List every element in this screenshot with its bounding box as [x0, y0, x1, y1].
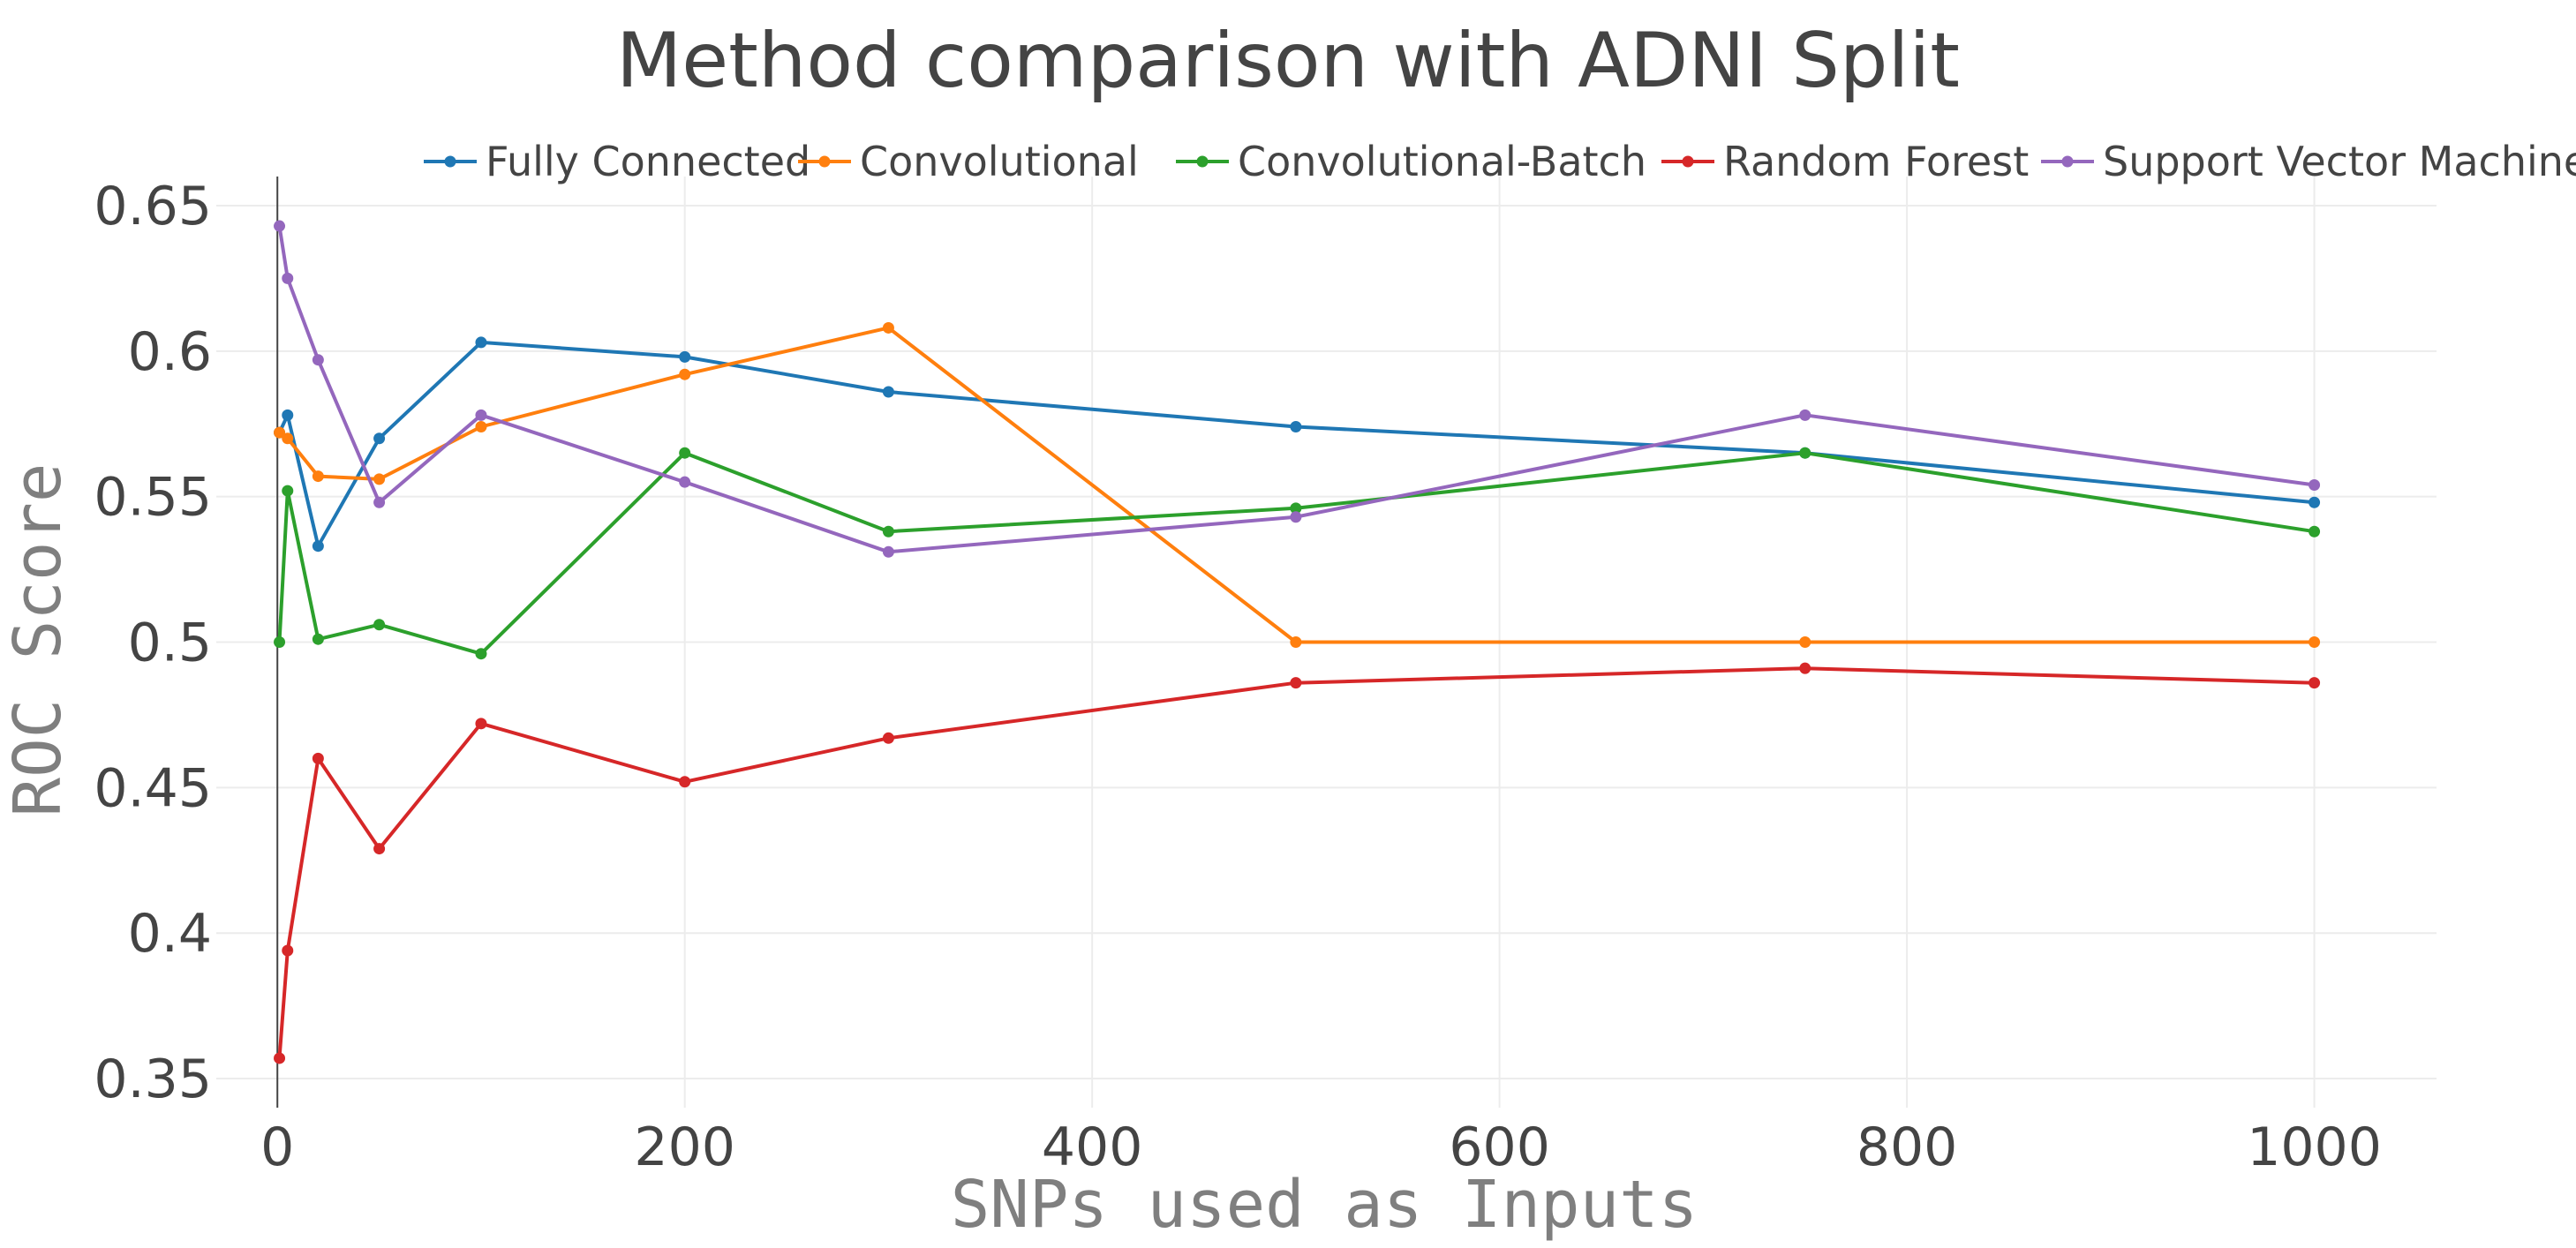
series-2: [274, 321, 2321, 648]
series-4: [274, 662, 2321, 1064]
data-point[interactable]: [312, 752, 324, 764]
data-point[interactable]: [475, 718, 487, 730]
y-axis-title: ROC Score: [0, 463, 76, 817]
x-tick-label: 600: [1449, 1116, 1550, 1178]
legend-marker: [2061, 155, 2074, 168]
legend-label: Fully Connected: [486, 138, 810, 185]
legend-item[interactable]: Support Vector Machine: [2041, 138, 2576, 185]
data-point[interactable]: [679, 447, 691, 459]
y-tick-label: 0.4: [128, 903, 212, 965]
data-point[interactable]: [274, 426, 286, 439]
y-tick-label: 0.5: [128, 613, 212, 674]
data-point[interactable]: [1290, 502, 1302, 515]
legend-marker: [1196, 155, 1209, 168]
data-point[interactable]: [679, 476, 691, 488]
y-tick-label: 0.55: [94, 467, 212, 529]
y-tick-label: 0.6: [128, 321, 212, 383]
data-point[interactable]: [282, 944, 294, 957]
legend-label: Random Forest: [1723, 138, 2029, 185]
series-line: [277, 666, 2315, 1059]
data-point[interactable]: [373, 843, 386, 855]
data-point[interactable]: [312, 470, 324, 483]
plot-area: [274, 220, 2321, 1064]
data-point[interactable]: [2309, 677, 2321, 689]
data-point[interactable]: [282, 272, 294, 284]
legend-label: Convolutional: [860, 138, 1139, 185]
data-point[interactable]: [679, 776, 691, 788]
data-point[interactable]: [282, 409, 294, 421]
x-tick-label: 200: [634, 1116, 735, 1178]
x-axis-ticks: 0 200 400 600 800 1000: [260, 1116, 2382, 1178]
data-point[interactable]: [2309, 636, 2321, 648]
x-tick-label: 400: [1042, 1116, 1143, 1178]
y-tick-label: 0.65: [94, 176, 212, 237]
data-point[interactable]: [2309, 478, 2321, 491]
data-point[interactable]: [882, 732, 894, 744]
data-point[interactable]: [882, 545, 894, 558]
data-point[interactable]: [2309, 525, 2321, 538]
data-point[interactable]: [1799, 662, 1811, 674]
legend-marker: [444, 155, 456, 168]
y-tick-label: 0.35: [94, 1049, 212, 1110]
data-point[interactable]: [882, 386, 894, 398]
series-line: [277, 451, 2315, 656]
y-tick-label: 0.45: [94, 757, 212, 819]
data-point[interactable]: [373, 619, 386, 631]
data-point[interactable]: [373, 432, 386, 445]
data-point[interactable]: [679, 350, 691, 363]
data-point[interactable]: [1290, 421, 1302, 433]
series-3: [274, 447, 2321, 660]
legend-item[interactable]: Convolutional: [798, 138, 1139, 185]
series-5: [274, 220, 2321, 558]
data-point[interactable]: [1799, 636, 1811, 648]
chart-title: Method comparison with ADNI Split: [616, 17, 1960, 105]
data-point[interactable]: [274, 220, 286, 232]
data-point[interactable]: [282, 432, 294, 445]
series-line: [277, 225, 2315, 554]
data-point[interactable]: [2309, 496, 2321, 508]
data-point[interactable]: [1290, 511, 1302, 523]
data-point[interactable]: [475, 409, 487, 421]
data-point[interactable]: [475, 648, 487, 660]
data-point[interactable]: [882, 321, 894, 334]
legend-label: Convolutional-Batch: [1238, 138, 1646, 185]
data-point[interactable]: [274, 1052, 286, 1064]
data-point[interactable]: [373, 473, 386, 485]
legend-marker: [818, 155, 831, 168]
x-axis-title: SNPs used as Inputs: [951, 1167, 1698, 1243]
x-tick-label: 800: [1857, 1116, 1958, 1178]
data-point[interactable]: [312, 354, 324, 366]
data-point[interactable]: [274, 636, 286, 648]
y-axis-ticks: 0.35 0.4 0.45 0.5 0.55 0.6 0.65: [94, 176, 212, 1110]
legend-label: Support Vector Machine: [2103, 138, 2576, 185]
legend-item[interactable]: Convolutional-Batch: [1176, 138, 1646, 185]
legend-item[interactable]: Random Forest: [1661, 138, 2029, 185]
data-point[interactable]: [1290, 636, 1302, 648]
data-point[interactable]: [1290, 677, 1302, 689]
data-point[interactable]: [312, 633, 324, 645]
data-point[interactable]: [312, 540, 324, 553]
data-point[interactable]: [1799, 409, 1811, 421]
data-point[interactable]: [475, 421, 487, 433]
data-point[interactable]: [475, 336, 487, 349]
x-tick-label: 0: [260, 1116, 294, 1178]
series-line: [278, 326, 2315, 644]
data-point[interactable]: [882, 525, 894, 538]
x-tick-label: 1000: [2247, 1116, 2382, 1178]
legend-item[interactable]: Fully Connected: [424, 138, 810, 185]
data-point[interactable]: [1799, 447, 1811, 459]
data-point[interactable]: [679, 368, 691, 380]
series-line: [277, 340, 2315, 548]
data-point[interactable]: [282, 485, 294, 497]
legend-marker: [1682, 155, 1694, 168]
data-point[interactable]: [373, 496, 386, 508]
